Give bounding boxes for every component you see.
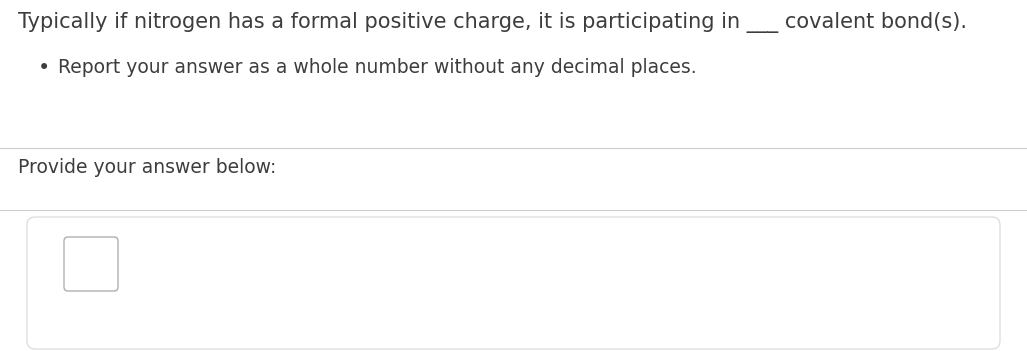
Text: Typically if nitrogen has a formal positive charge, it is participating in ___ c: Typically if nitrogen has a formal posit… [18, 12, 967, 33]
Text: Provide your answer below:: Provide your answer below: [18, 158, 276, 177]
Text: •: • [38, 58, 50, 78]
FancyBboxPatch shape [27, 217, 1000, 349]
Text: Report your answer as a whole number without any decimal places.: Report your answer as a whole number wit… [58, 58, 696, 77]
FancyBboxPatch shape [64, 237, 118, 291]
